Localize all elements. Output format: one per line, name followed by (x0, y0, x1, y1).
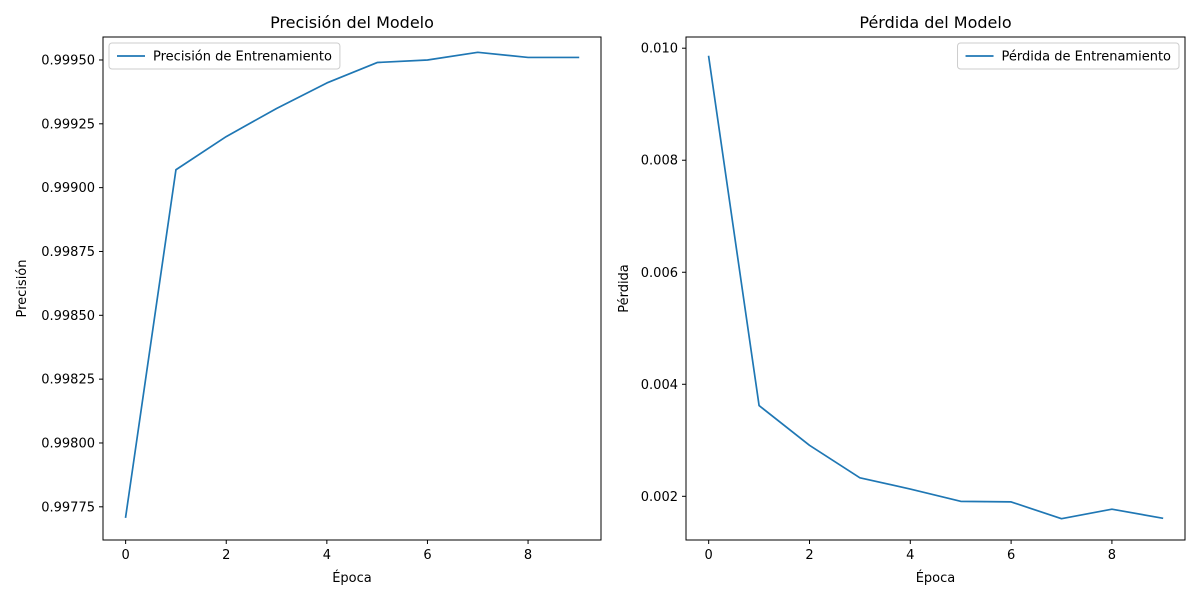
x-axis-label: Época (332, 570, 372, 586)
subplot-1: 0 2 4 6 8 0.99775 0.99800 0.99825 0.99850 0.99875… (15, 13, 602, 586)
series-line (124, 51, 580, 518)
legend-box (108, 42, 341, 70)
y-tick-label: 0.008 (641, 154, 678, 169)
y-axis-label: Pérdida (617, 264, 632, 313)
y-tick-label: 0.99875 (41, 245, 95, 260)
chart-title: Precisión del Modelo (270, 13, 434, 32)
y-tick-label: 0.006 (641, 266, 678, 281)
legend: Precisión de Entrenamiento (108, 42, 341, 70)
legend-label: Precisión de Entrenamiento (153, 50, 332, 65)
x-axis-label: Época (916, 570, 956, 586)
axes-frame (685, 36, 1186, 541)
x-tick-label: 2 (222, 548, 230, 563)
x-tick-label: 4 (323, 548, 331, 563)
x-tick-label: 2 (805, 548, 813, 563)
y-tick-label: 0.99950 (41, 53, 95, 68)
y-tick-label: 0.99850 (41, 309, 95, 324)
y-tick-label: 0.99775 (41, 500, 95, 515)
legend: Pérdida de Entrenamiento (957, 42, 1180, 70)
y-tick-label: 0.004 (641, 378, 678, 393)
series-line (707, 55, 1164, 520)
y-tick-label: 0.99825 (41, 373, 95, 388)
x-tick-label: 8 (1108, 548, 1116, 563)
x-tick-label: 0 (705, 548, 713, 563)
x-tick-label: 6 (1007, 548, 1015, 563)
x-tick-label: 6 (423, 548, 431, 563)
y-tick-label: 0.99925 (41, 117, 95, 132)
legend-box (957, 42, 1180, 70)
chart-title: Pérdida del Modelo (859, 13, 1011, 32)
y-axis-label: Precisión (15, 259, 30, 317)
legend-label: Pérdida de Entrenamiento (1002, 50, 1172, 65)
y-tick-label: 0.002 (641, 490, 678, 505)
axes-frame (102, 36, 602, 541)
x-tick-label: 4 (906, 548, 914, 563)
y-tick-label: 0.010 (641, 42, 678, 57)
y-tick-label: 0.99900 (41, 181, 95, 196)
subplot-2: 0 2 4 6 8 0.002 0.004 0.006 0.008 0.010 Pérdida de… (617, 13, 1186, 586)
y-tick-label: 0.99800 (41, 436, 95, 451)
x-tick-label: 0 (121, 548, 129, 563)
x-tick-label: 8 (524, 548, 532, 563)
